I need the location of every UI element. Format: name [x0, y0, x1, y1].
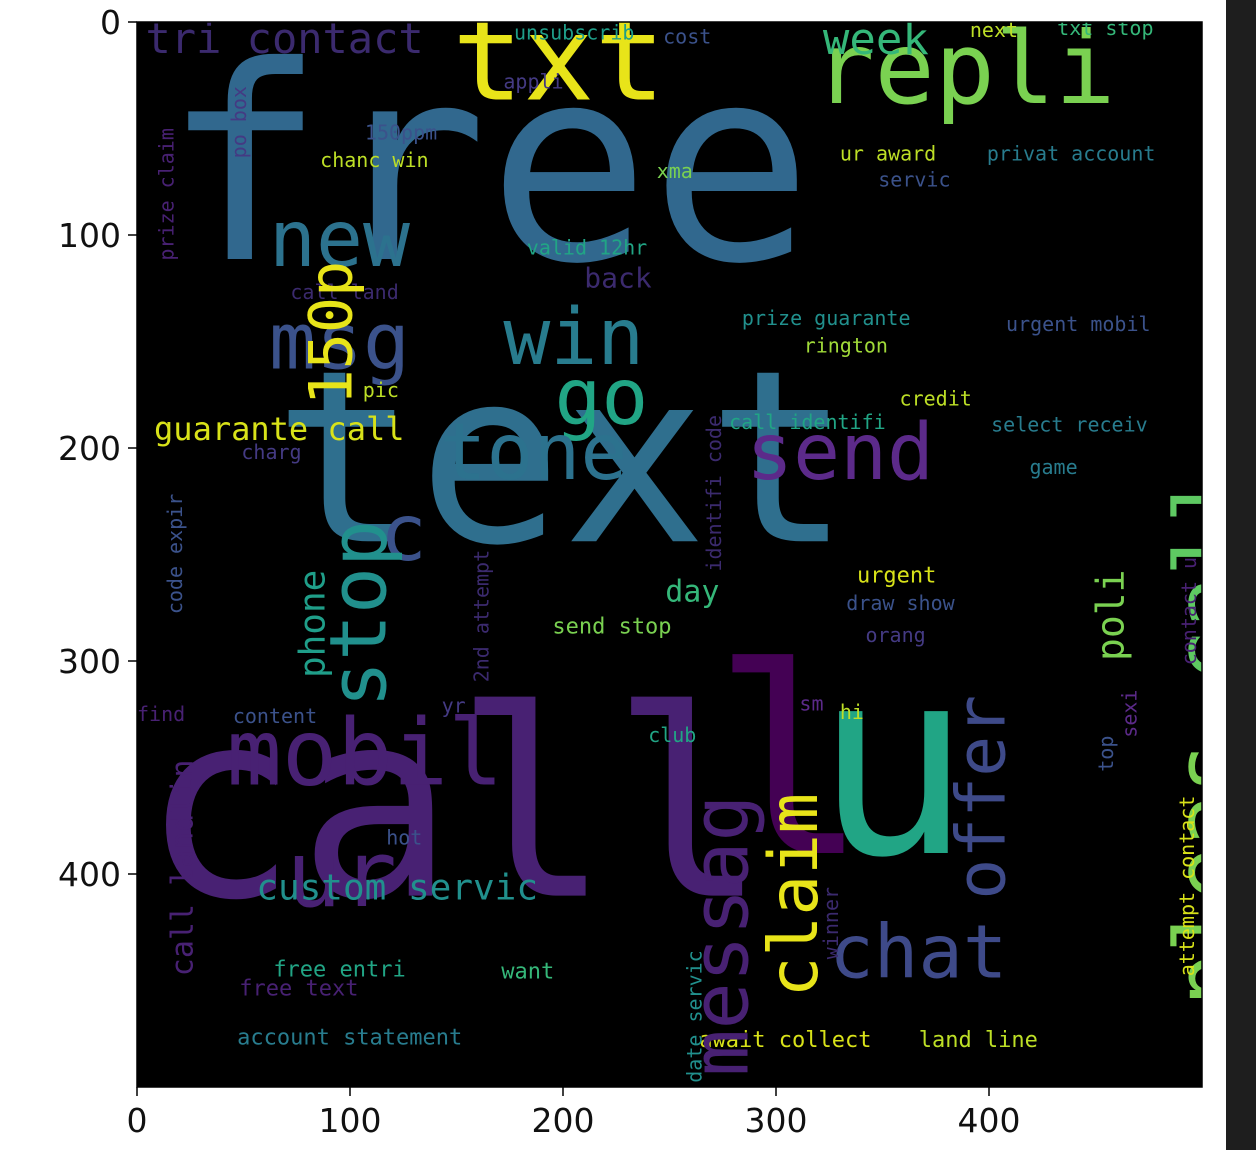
word-150ppm: 150ppm: [365, 120, 437, 144]
word-day: day: [665, 575, 719, 610]
word-u: u: [814, 613, 971, 915]
plot-frame: [136, 21, 1203, 1088]
word-150p: 150p: [296, 261, 366, 406]
word-date-servic: date servic: [683, 950, 707, 1082]
word-claim: claim: [755, 793, 834, 998]
y-tick-label: 400: [58, 855, 121, 894]
word-go: go: [554, 353, 648, 443]
word-poli: poli: [1089, 569, 1133, 661]
y-tick-label: 0: [100, 3, 121, 42]
word-draw-show: draw show: [846, 591, 955, 615]
word-ur: ur: [286, 821, 397, 928]
word-free-entri: free entri: [273, 958, 405, 983]
x-tick-label: 100: [319, 1101, 382, 1140]
word-account-statement: account statement: [237, 1026, 462, 1051]
word-new: new: [269, 195, 410, 285]
word-chat: chat: [829, 909, 1007, 995]
word-back: back: [584, 262, 652, 295]
word-code-expir: code expir: [163, 494, 187, 614]
word-guarante-call: guarante call: [154, 410, 404, 448]
word-pleas: pleas: [1156, 741, 1226, 1006]
word-hot: hot: [386, 825, 422, 849]
word-msg: msg: [269, 297, 410, 387]
word-pic: pic: [363, 378, 399, 402]
word-next: next: [970, 18, 1018, 42]
y-tick-label: 100: [58, 216, 121, 255]
word-chanc-win: chanc win: [320, 148, 428, 172]
word-week: week: [823, 14, 929, 65]
x-tick-label: 0: [127, 1101, 148, 1140]
word-credit: credit: [900, 387, 972, 411]
word-2nd-attempt: 2nd attempt: [470, 550, 494, 682]
word-club: club: [648, 723, 696, 747]
word-call-identifi: call identifi: [729, 410, 886, 434]
word-urgent: urgent: [857, 563, 936, 588]
word-win: win: [503, 293, 644, 383]
x-tick-label: 200: [532, 1101, 595, 1140]
word-identifi-code: identifi code: [702, 415, 726, 572]
word-tri-contact: tri contact: [146, 14, 424, 63]
word-free-text: free text: [239, 977, 358, 1002]
word-content: content: [233, 704, 317, 728]
word-servic: servic: [878, 167, 950, 191]
word-txt-stop: txt stop: [1057, 16, 1153, 40]
word-contact-u: contact u: [1177, 557, 1201, 665]
x-tick-label: 300: [745, 1101, 808, 1140]
word-offer: offer: [943, 695, 1022, 900]
word-phone: phone: [292, 570, 333, 678]
word-send-stop: send stop: [552, 615, 671, 640]
word-call: call: [1156, 470, 1226, 682]
word-urgent-mobil: urgent mobil: [1006, 312, 1151, 336]
word-c: c: [380, 489, 427, 579]
word-cost: cost: [663, 25, 711, 49]
word-call: call: [141, 656, 767, 958]
word-send: send: [746, 408, 934, 498]
word-valid-12hr: valid 12hr: [527, 235, 647, 259]
word-rington: rington: [804, 333, 888, 357]
word-text: text: [273, 318, 851, 598]
word-ur-award: ur award: [840, 142, 936, 166]
word-mobil: mobil: [226, 699, 503, 806]
y-tick-label: 200: [58, 429, 121, 468]
word-orang: orang: [865, 623, 925, 647]
word-sm: sm: [799, 691, 823, 715]
word-l: l: [712, 613, 869, 915]
word-prize-guarante: prize guarante: [742, 306, 911, 330]
word-land-line: land line: [919, 1028, 1038, 1053]
figure: free text call u l txt repli tri contact week uns…: [0, 0, 1226, 1150]
word-txt: txt: [452, 0, 665, 127]
word-want: want: [501, 960, 554, 985]
word-attempt-contact: attempt contact: [1175, 796, 1199, 977]
word-winner: winner: [819, 887, 843, 959]
word-hi: hi: [840, 700, 864, 724]
word-call-land: call land: [290, 280, 398, 304]
word-sexi: sexi: [1117, 690, 1141, 738]
word-game: game: [1029, 455, 1077, 479]
word-repli: repli: [814, 10, 1115, 127]
x-tick-label: 400: [958, 1101, 1021, 1140]
word-call-landlin: call landlin: [166, 759, 201, 976]
word-yr: yr: [442, 693, 466, 717]
word-free: free: [163, 8, 813, 323]
word-select-receiv: select receiv: [991, 412, 1148, 436]
word-privat-account: privat account: [987, 142, 1156, 166]
word-unsubscrib: unsubscrib: [514, 20, 634, 44]
y-tick-label: 300: [58, 642, 121, 681]
word-prize-claim: prize claim: [155, 128, 179, 260]
word-appli: appli: [503, 69, 563, 93]
word-tone: tone: [439, 408, 627, 498]
word-messag: messag: [677, 795, 767, 1077]
word-find: find: [137, 702, 185, 726]
word-top: top: [1094, 736, 1118, 772]
word-xma: xma: [657, 159, 693, 183]
word-custom-servic: custom servic: [256, 868, 538, 909]
plot-background: [137, 22, 1202, 1087]
word-await-collect: await collect: [699, 1028, 871, 1053]
word-stop: stop: [314, 520, 404, 708]
word-po-box: po box: [227, 86, 251, 158]
word-charg: charg: [241, 440, 301, 464]
